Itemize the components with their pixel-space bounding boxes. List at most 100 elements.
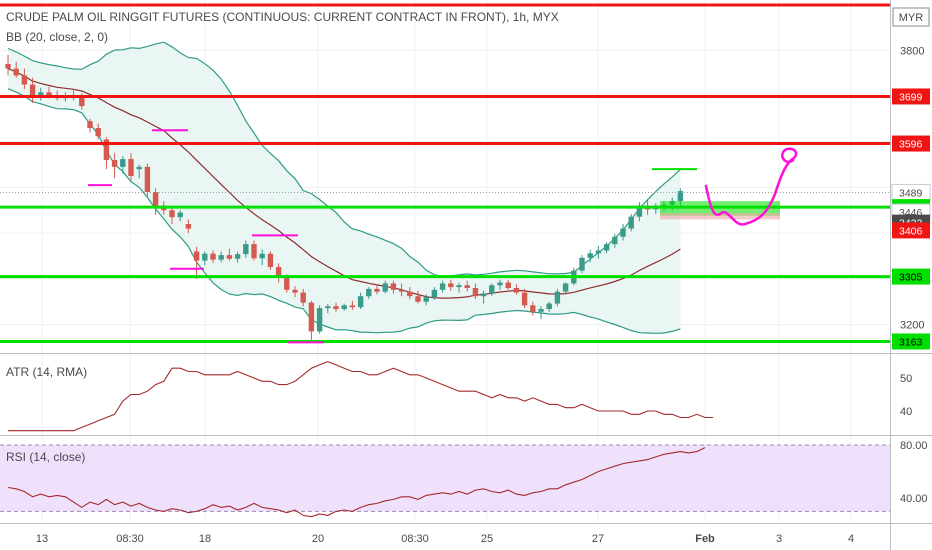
candle-body [251, 244, 257, 259]
price-badges: 369935963489345734463423340633053163 [891, 88, 931, 350]
candle [185, 219, 192, 234]
candle [29, 77, 36, 103]
candle [103, 137, 110, 170]
candle-body [521, 292, 528, 306]
candle-body [431, 289, 438, 298]
price-badge: 3699 [892, 88, 930, 105]
time-tick-label: 3 [776, 533, 782, 545]
long-stop-box [660, 213, 780, 220]
candle [226, 248, 233, 261]
candle-body [79, 97, 85, 107]
candle-body [29, 84, 36, 96]
time-tick-label: 27 [592, 533, 604, 545]
rsi-tick-label: 40.00 [900, 493, 928, 505]
candle-body [275, 266, 282, 278]
candle-body [87, 121, 93, 128]
price-badge: 3163 [892, 333, 930, 350]
candle-body [177, 212, 183, 218]
candle-body [243, 244, 249, 255]
candle-body [439, 283, 446, 290]
candle [21, 68, 28, 90]
price-badge-label: 3305 [899, 272, 923, 284]
candle [382, 280, 388, 294]
rsi-tick-label: 80.00 [900, 440, 928, 452]
price-badge: 3489 [891, 183, 931, 201]
candle [448, 279, 454, 291]
candle-body [193, 251, 200, 261]
atr-legend[interactable]: ATR (14, RMA) [6, 365, 87, 379]
candle [366, 287, 372, 299]
candle [169, 205, 175, 224]
candle-body [111, 160, 118, 167]
candle-body [530, 305, 536, 312]
candle [530, 301, 536, 316]
candle-body [136, 166, 142, 170]
rsi-band [0, 444, 890, 512]
time-tick-label: 08:30 [116, 533, 144, 545]
candle [300, 288, 306, 307]
candle [210, 250, 216, 263]
candle [628, 213, 634, 232]
atr-tick-label: 40 [900, 406, 912, 418]
candle [202, 251, 208, 266]
candle [177, 210, 183, 222]
candle-body [103, 139, 110, 160]
candle-body [554, 291, 561, 304]
price-badge-bg [892, 333, 930, 350]
candle [505, 279, 511, 290]
candle-body [152, 192, 159, 206]
candle-body [636, 205, 643, 217]
candle [612, 234, 618, 248]
time-axis[interactable]: 13 08:30 18 20 08:30 25 27 Feb 3 4 [36, 533, 854, 545]
candle-body [415, 296, 421, 302]
rsi-legend[interactable]: RSI (14, close) [6, 450, 85, 464]
candle [456, 282, 462, 293]
candle-body [210, 253, 216, 260]
candle-body [603, 244, 610, 251]
price-badge: 3596 [892, 135, 930, 152]
candle-body [13, 68, 19, 76]
candle-body [620, 228, 626, 237]
time-tick-label: Feb [695, 533, 715, 545]
currency-badge[interactable]: MYR [892, 7, 930, 27]
candle [341, 303, 347, 311]
candle [390, 280, 397, 294]
candle [423, 294, 429, 306]
candle-body [390, 283, 397, 290]
candle [275, 263, 282, 283]
rsi-pane [0, 444, 890, 518]
candle-body [448, 283, 454, 288]
candle-body [95, 128, 101, 137]
candle [398, 283, 405, 297]
candle [218, 251, 224, 263]
candle-body [423, 297, 429, 302]
candle [136, 164, 142, 179]
candle [374, 284, 380, 295]
candle-body [587, 253, 593, 258]
price-badge-bg [892, 268, 930, 285]
bb-upper [7, 41, 681, 277]
atr-tick-label: 50 [900, 373, 912, 385]
price-badge-bg [892, 222, 930, 239]
candle-body [284, 277, 290, 290]
candle [95, 123, 101, 140]
candle [472, 283, 479, 299]
candle [415, 290, 421, 304]
candle [464, 280, 470, 292]
candle-body [341, 305, 347, 310]
price-badge-label: 3163 [899, 336, 923, 348]
candle-body [226, 255, 233, 259]
candle-body [333, 306, 339, 310]
candle-body [120, 159, 126, 167]
candle-body [464, 285, 470, 288]
drawings-layer[interactable] [88, 129, 798, 344]
candle-body [234, 254, 241, 259]
candle [193, 246, 200, 279]
bb-legend[interactable]: BB (20, close, 2, 0) [6, 30, 108, 44]
candle-body [677, 191, 684, 202]
candle [579, 255, 585, 274]
candle-body [579, 257, 585, 271]
candle-body [218, 255, 224, 260]
candle-body [38, 92, 44, 96]
